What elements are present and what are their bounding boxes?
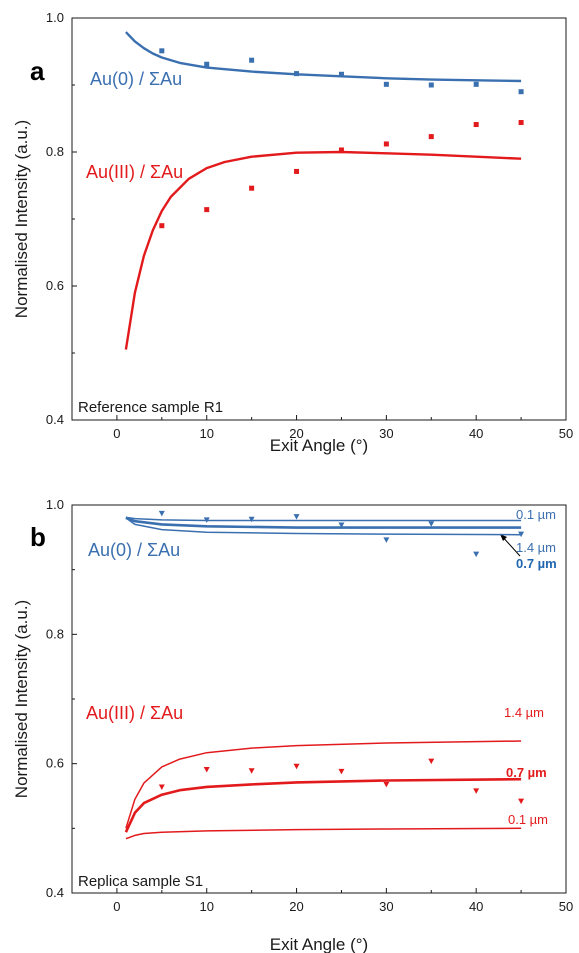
data-point — [203, 766, 210, 773]
data-point — [293, 763, 300, 770]
data-points — [158, 510, 525, 805]
y-tick-label: 0.6 — [46, 756, 64, 771]
data-point — [383, 781, 390, 788]
data-point — [159, 48, 165, 54]
y-tick-label: 0.8 — [46, 626, 64, 641]
y-axis-label: Normalised Intensity (a.u.) — [12, 600, 31, 798]
curve-label-0-1um-blue: 0.1 µm — [516, 507, 556, 522]
data-point — [294, 71, 300, 77]
data-point — [518, 89, 524, 95]
fit-curve-0-1-m — [125, 516, 522, 522]
x-tick-label: 30 — [379, 899, 393, 914]
data-point — [294, 168, 300, 174]
data-point — [338, 522, 345, 529]
x-tick-label: 40 — [469, 426, 483, 441]
fit-curve-0-7-m — [124, 777, 522, 833]
x-tick-label: 10 — [199, 426, 213, 441]
axis-ticks: 0 10 20 30 40 50 0.4 0.6 0.8 1.0 — [46, 10, 573, 441]
data-point — [248, 768, 255, 774]
y-tick-label: 0.4 — [46, 412, 64, 427]
x-tick-label: 50 — [559, 899, 573, 914]
data-point — [338, 71, 344, 77]
data-point — [204, 61, 210, 67]
sample-label: Reference sample R1 — [78, 399, 223, 416]
data-point — [249, 57, 255, 63]
curve-label-0-7um-blue: 0.7 µm — [516, 556, 557, 571]
fit-curve-1-4-m — [125, 517, 522, 536]
data-point — [428, 134, 434, 140]
fit-curve-au-iii-au-fit — [124, 150, 522, 350]
data-point — [249, 185, 255, 191]
au0-annotation: Au(0) / ΣAu — [88, 540, 180, 560]
fit-curve-0-1-m — [125, 827, 522, 840]
curve-label-1-4um-blue: 1.4 µm — [516, 540, 556, 555]
x-tick-label: 0 — [113, 426, 120, 441]
data-point — [473, 551, 480, 558]
data-point — [428, 521, 435, 527]
axis-ticks: 0 10 20 30 40 50 0.4 0.6 0.8 1.0 — [46, 497, 573, 914]
y-tick-label: 1.0 — [46, 497, 64, 512]
fit-curve-au-0-au-fit — [125, 31, 522, 83]
x-tick-label: 0 — [113, 899, 120, 914]
fit-curves — [124, 31, 522, 350]
data-point — [518, 531, 525, 538]
fit-curve-1-4-m — [125, 740, 522, 829]
y-axis-label: Normalised Intensity (a.u.) — [12, 120, 31, 318]
panel-a: a Normalised Intensity (a.u.) Exit Angle… — [12, 10, 573, 455]
plot-frame — [71, 504, 567, 894]
data-point — [203, 517, 210, 523]
y-tick-label: 0.6 — [46, 278, 64, 293]
panel-label: b — [30, 522, 46, 552]
au3-annotation: Au(III) / ΣAu — [86, 162, 183, 182]
x-tick-label: 30 — [379, 426, 393, 441]
data-point — [338, 768, 345, 775]
x-tick-label: 20 — [289, 899, 303, 914]
data-point — [204, 207, 210, 213]
curve-label-0-1um-red: 0.1 µm — [508, 812, 548, 827]
sample-label: Replica sample S1 — [78, 873, 203, 890]
y-tick-label: 1.0 — [46, 10, 64, 25]
curve-label-1-4um-red: 1.4 µm — [504, 705, 544, 720]
au0-annotation: Au(0) / ΣAu — [90, 69, 182, 89]
data-point — [473, 122, 479, 128]
panel-b: b Normalised Intensity (a.u.) Exit Angle… — [12, 497, 573, 953]
data-point — [428, 82, 434, 88]
data-point — [158, 510, 165, 517]
data-points — [159, 48, 524, 229]
pointer-arrowhead — [500, 534, 507, 541]
y-tick-label: 0.4 — [46, 885, 64, 900]
y-tick-label: 0.8 — [46, 144, 64, 159]
data-point — [248, 516, 255, 523]
x-axis-label: Exit Angle (°) — [270, 935, 368, 953]
fit-curves — [124, 516, 522, 840]
data-point — [293, 514, 300, 520]
fit-curve-0-7-m — [125, 516, 522, 529]
panel-label: a — [30, 56, 45, 86]
x-tick-label: 40 — [469, 899, 483, 914]
x-axis-label: Exit Angle (°) — [270, 436, 368, 455]
data-point — [383, 537, 390, 543]
x-tick-label: 20 — [289, 426, 303, 441]
curve-label-0-7um-red: 0.7 µm — [506, 765, 547, 780]
data-point — [518, 120, 524, 126]
au3-annotation: Au(III) / ΣAu — [86, 703, 183, 723]
data-point — [473, 81, 479, 87]
data-point — [383, 141, 389, 147]
x-tick-label: 50 — [559, 426, 573, 441]
data-point — [159, 223, 165, 229]
data-point — [158, 784, 165, 790]
data-point — [428, 758, 435, 765]
data-point — [518, 798, 525, 805]
data-point — [473, 788, 480, 794]
data-point — [338, 147, 344, 153]
x-tick-label: 10 — [199, 899, 213, 914]
data-point — [383, 81, 389, 87]
